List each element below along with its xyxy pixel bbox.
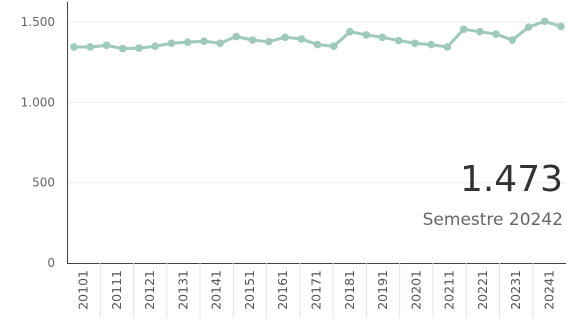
axes <box>67 2 566 318</box>
data-point <box>427 40 435 49</box>
data-point <box>281 33 289 42</box>
x-tick-label: 20121 <box>142 270 157 310</box>
x-tick-label: 20211 <box>442 270 457 310</box>
data-point <box>265 37 273 46</box>
x-tick-label: 20101 <box>76 270 91 310</box>
kpi-label: Semestre 20242 <box>423 210 563 230</box>
y-tick-label: 1.000 <box>21 95 55 109</box>
data-point <box>492 30 500 38</box>
grid-lines <box>67 21 566 184</box>
data-point <box>313 40 322 49</box>
data-point <box>394 36 403 45</box>
x-axis-ticks: 20101 20111 20121 20131 20141 20151 20161 20171… <box>76 270 557 310</box>
x-tick-label: 20231 <box>508 270 523 310</box>
data-point <box>200 37 208 46</box>
series-points <box>70 17 565 53</box>
data-point <box>70 43 78 51</box>
data-point <box>362 31 371 39</box>
data-point <box>443 43 452 51</box>
x-tick-label: 20151 <box>242 270 257 310</box>
data-point <box>102 41 111 50</box>
x-tick-label: 20191 <box>375 270 390 310</box>
x-tick-label: 20131 <box>175 270 190 310</box>
x-tick-label: 20241 <box>541 270 556 310</box>
y-tick-label: 0 <box>47 256 55 270</box>
data-point <box>297 35 306 43</box>
y-axis-ticks: 0 500 1.000 1.500 <box>21 15 55 270</box>
data-point <box>346 27 354 36</box>
kpi-value: 1.473 <box>460 159 563 200</box>
data-point <box>476 27 484 36</box>
x-tick-label: 20221 <box>475 270 490 310</box>
data-point <box>459 25 468 34</box>
x-tick-label: 20161 <box>275 270 290 310</box>
data-point <box>86 43 95 51</box>
data-point <box>216 39 224 48</box>
data-point <box>135 44 143 52</box>
y-tick-label: 500 <box>32 176 55 190</box>
x-tick-label: 20181 <box>342 270 357 310</box>
data-point <box>232 32 241 41</box>
data-point <box>411 39 419 48</box>
x-tick-label: 20141 <box>209 270 224 310</box>
data-point <box>524 23 533 32</box>
data-point <box>508 36 517 44</box>
data-point <box>378 33 387 42</box>
x-tick-label: 20201 <box>408 270 423 310</box>
y-tick-label: 1.500 <box>21 15 55 29</box>
data-point <box>557 22 565 31</box>
data-point <box>329 42 338 50</box>
data-point <box>183 38 192 46</box>
x-tick-label: 20111 <box>109 270 124 310</box>
x-tick-label: 20171 <box>309 270 324 310</box>
data-point <box>118 44 127 53</box>
data-point <box>248 36 257 44</box>
data-point <box>167 39 176 48</box>
data-point <box>151 42 159 50</box>
data-point <box>540 17 549 26</box>
